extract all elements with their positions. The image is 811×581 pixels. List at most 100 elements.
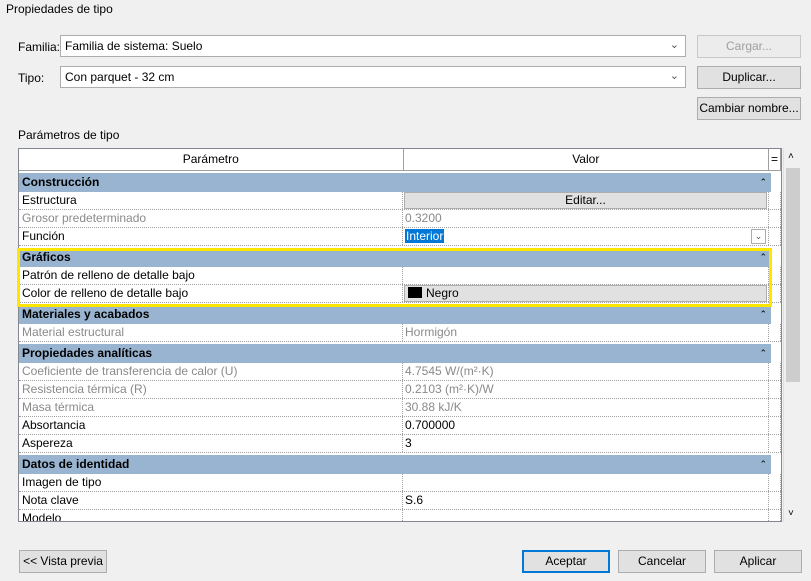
param-name: Material estructural: [19, 324, 403, 341]
param-value-cell[interactable]: 0.700000: [403, 417, 769, 434]
table-row[interactable]: Material estructural Hormigón: [19, 324, 781, 342]
collapse-icon[interactable]: ⌃: [759, 459, 767, 469]
duplicate-button[interactable]: Duplicar...: [697, 66, 801, 89]
table-row[interactable]: Color de relleno de detalle bajo Negro: [19, 285, 781, 303]
table-header: Parámetro Valor =: [19, 149, 781, 171]
scroll-up-icon[interactable]: ˄: [788, 151, 794, 162]
edit-structure-button[interactable]: Editar...: [404, 192, 767, 209]
tipo-value: Con parquet - 32 cm: [65, 70, 175, 84]
table-row[interactable]: Masa térmica 30.88 kJ/K: [19, 399, 781, 417]
ok-button[interactable]: Aceptar: [522, 550, 610, 573]
scrollbar-thumb[interactable]: [786, 168, 800, 382]
param-name: Modelo: [19, 510, 403, 521]
scroll-down-icon[interactable]: ˅: [788, 508, 794, 519]
param-value: 0.2103 (m²·K)/W: [405, 382, 494, 396]
category-name: Datos de identidad: [22, 457, 130, 471]
table-row[interactable]: Estructura Editar...: [19, 192, 781, 210]
window-title: Propiedades de tipo: [6, 2, 113, 16]
param-value-cell[interactable]: Negro: [403, 285, 769, 302]
param-value-cell[interactable]: 30.88 kJ/K: [403, 399, 769, 416]
collapse-icon[interactable]: ⌃: [759, 252, 767, 262]
table-row[interactable]: Resistencia térmica (R) 0.2103 (m²·K)/W: [19, 381, 781, 399]
param-name: Estructura: [19, 192, 403, 209]
chevron-down-icon: ⌄: [669, 39, 679, 51]
collapse-icon[interactable]: ⌃: [759, 177, 767, 187]
parameters-table: Parámetro Valor = Construcción ⌃ Estructur…: [18, 148, 782, 522]
column-header-eq[interactable]: =: [769, 149, 781, 170]
param-value-cell[interactable]: 3: [403, 435, 769, 452]
load-button[interactable]: Cargar...: [697, 35, 801, 58]
table-row[interactable]: Nota clave S.6: [19, 492, 781, 510]
color-button[interactable]: Negro: [404, 285, 767, 302]
param-value-cell[interactable]: 0.3200: [403, 210, 769, 227]
category-row[interactable]: Datos de identidad ⌃: [19, 455, 771, 474]
eq-cell: [769, 399, 781, 416]
param-name: Patrón de relleno de detalle bajo: [19, 267, 403, 284]
table-row[interactable]: Absortancia 0.700000: [19, 417, 781, 435]
table-row[interactable]: Aspereza 3: [19, 435, 781, 453]
param-name: Nota clave: [19, 492, 403, 509]
param-value: S.6: [405, 493, 424, 507]
param-value-cell[interactable]: S.6: [403, 492, 769, 509]
eq-cell: [769, 474, 781, 491]
tipo-label: Tipo:: [18, 71, 45, 85]
eq-cell: [769, 510, 781, 521]
eq-cell: [769, 363, 781, 380]
param-value: 0.700000: [405, 418, 456, 432]
eq-cell: [769, 417, 781, 434]
table-row[interactable]: Modelo: [19, 510, 781, 521]
param-value: 30.88 kJ/K: [405, 400, 462, 414]
param-value-cell[interactable]: [403, 267, 769, 284]
chevron-down-icon[interactable]: ⌄: [751, 229, 766, 244]
param-name: Color de relleno de detalle bajo: [19, 285, 403, 302]
param-name: Coeficiente de transferencia de calor (U…: [19, 363, 403, 380]
column-header-value[interactable]: Valor: [404, 149, 770, 170]
rename-button[interactable]: Cambiar nombre...: [697, 97, 801, 120]
category-row[interactable]: Materiales y acabados ⌃: [19, 305, 771, 324]
function-value[interactable]: Interior: [405, 229, 445, 243]
table-row[interactable]: Patrón de relleno de detalle bajo: [19, 267, 781, 285]
param-value: Hormigón: [405, 325, 458, 339]
param-name: Grosor predeterminado: [19, 210, 403, 227]
eq-cell: [769, 210, 781, 227]
column-header-param[interactable]: Parámetro: [19, 149, 404, 170]
param-value-cell[interactable]: Editar...: [403, 192, 769, 209]
familia-label: Familia:: [18, 40, 61, 54]
color-swatch: [408, 287, 422, 298]
param-value-cell[interactable]: Interior ⌄: [403, 228, 769, 245]
familia-select[interactable]: Familia de sistema: Suelo ⌄: [60, 35, 686, 57]
table-row[interactable]: Grosor predeterminado 0.3200: [19, 210, 781, 228]
param-value-cell[interactable]: Hormigón: [403, 324, 769, 341]
eq-cell: [769, 267, 781, 284]
param-value: 0.3200: [405, 211, 442, 225]
table-row[interactable]: Imagen de tipo: [19, 474, 781, 492]
scrollbar[interactable]: ˄ ˅: [783, 148, 801, 522]
preview-button[interactable]: << Vista previa: [19, 550, 107, 573]
category-row[interactable]: Gráficos ⌃: [19, 248, 771, 267]
param-name: Imagen de tipo: [19, 474, 403, 491]
category-name: Construcción: [22, 175, 100, 189]
color-name: Negro: [426, 286, 459, 300]
category-row[interactable]: Construcción ⌃: [19, 173, 771, 192]
eq-cell: [769, 435, 781, 452]
param-value: 3: [405, 436, 412, 450]
param-value-cell[interactable]: [403, 510, 769, 521]
apply-button[interactable]: Aplicar: [714, 550, 802, 573]
param-value-cell[interactable]: 0.2103 (m²·K)/W: [403, 381, 769, 398]
tipo-select[interactable]: Con parquet - 32 cm ⌄: [60, 66, 686, 88]
eq-cell: [769, 192, 781, 209]
param-name: Masa térmica: [19, 399, 403, 416]
category-row[interactable]: Propiedades analíticas ⌃: [19, 344, 771, 363]
param-name: Resistencia térmica (R): [19, 381, 403, 398]
category-name: Materiales y acabados: [22, 307, 150, 321]
param-value-cell[interactable]: 4.7545 W/(m²·K): [403, 363, 769, 380]
collapse-icon[interactable]: ⌃: [759, 348, 767, 358]
collapse-icon[interactable]: ⌃: [759, 309, 767, 319]
eq-cell: [769, 492, 781, 509]
param-name: Aspereza: [19, 435, 403, 452]
table-row[interactable]: Función Interior ⌄: [19, 228, 781, 246]
param-value-cell[interactable]: [403, 474, 769, 491]
chevron-down-icon: ⌄: [669, 70, 679, 82]
cancel-button[interactable]: Cancelar: [618, 550, 706, 573]
table-row[interactable]: Coeficiente de transferencia de calor (U…: [19, 363, 781, 381]
